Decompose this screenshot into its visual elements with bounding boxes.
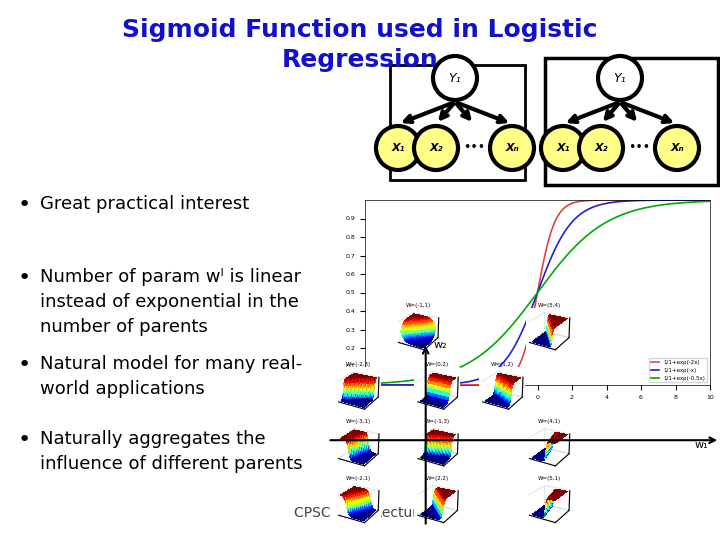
Legend: 1/1+exp(-2x), 1/1+exp(-x), 1/1+exp(-0.5x): 1/1+exp(-2x), 1/1+exp(-x), 1/1+exp(-0.5x… xyxy=(649,359,707,382)
Circle shape xyxy=(655,126,699,170)
1/1+exp(-x) xyxy=(361,382,369,388)
Line: 1/1+exp(-2x): 1/1+exp(-2x) xyxy=(365,200,710,385)
Circle shape xyxy=(490,126,534,170)
1/1+exp(-0.5x) xyxy=(644,204,652,211)
Title: W=(-2,1): W=(-2,1) xyxy=(346,476,371,481)
Text: Y₁: Y₁ xyxy=(613,71,626,84)
Title: W=(5,1): W=(5,1) xyxy=(537,476,561,481)
1/1+exp(-x) xyxy=(525,312,534,319)
Text: •••: ••• xyxy=(628,141,650,154)
Title: W=(1,2): W=(1,2) xyxy=(490,362,514,367)
1/1+exp(-0.5x) xyxy=(698,198,706,205)
Bar xyxy=(390,65,525,180)
Text: Y₁: Y₁ xyxy=(449,71,462,84)
Title: W=(-1,3): W=(-1,3) xyxy=(425,419,450,424)
1/1+exp(-0.5x) xyxy=(566,248,575,255)
1/1+exp(-0.5x) xyxy=(526,298,535,305)
Text: X₂: X₂ xyxy=(429,143,443,153)
1/1+exp(-0.5x) xyxy=(361,381,369,387)
1/1+exp(-2x) xyxy=(547,227,556,233)
Circle shape xyxy=(433,56,477,100)
Title: W=(-1,1): W=(-1,1) xyxy=(405,303,431,308)
Circle shape xyxy=(579,126,623,170)
Text: w₂: w₂ xyxy=(433,340,447,350)
Text: X₁: X₁ xyxy=(557,143,570,153)
Title: W=(2,2): W=(2,2) xyxy=(426,476,449,481)
Circle shape xyxy=(541,126,585,170)
1/1+exp(-x) xyxy=(547,253,556,260)
1/1+exp(-2x) xyxy=(698,197,706,203)
Title: W=(-3,1): W=(-3,1) xyxy=(346,419,371,424)
Text: X₁: X₁ xyxy=(391,143,405,153)
1/1+exp(-2x) xyxy=(525,332,534,339)
Text: CPSC 422,  Lecture: CPSC 422, Lecture xyxy=(294,506,426,520)
Text: Regression: Regression xyxy=(282,48,438,72)
Circle shape xyxy=(598,56,642,100)
Text: •: • xyxy=(18,195,31,215)
Title: W=(4,1): W=(4,1) xyxy=(537,419,561,424)
Title: W=(0,2): W=(0,2) xyxy=(426,362,449,367)
Text: •••: ••• xyxy=(463,141,485,154)
1/1+exp(-0.5x) xyxy=(525,301,534,307)
Title: W=(5,4): W=(5,4) xyxy=(537,303,561,308)
1/1+exp(-0.5x) xyxy=(547,271,556,277)
Line: 1/1+exp(-x): 1/1+exp(-x) xyxy=(365,200,710,385)
Text: Number of param wᴵ is linear
instead of exponential in the
number of parents: Number of param wᴵ is linear instead of … xyxy=(40,268,301,336)
Text: •: • xyxy=(18,430,31,450)
1/1+exp(-2x) xyxy=(706,197,714,203)
1/1+exp(-2x) xyxy=(361,382,369,388)
Text: Xₙ: Xₙ xyxy=(505,143,519,153)
1/1+exp(-2x) xyxy=(526,323,535,329)
1/1+exp(-2x) xyxy=(644,197,652,203)
Text: Sigmoid Function used in Logistic: Sigmoid Function used in Logistic xyxy=(122,18,598,42)
Text: •: • xyxy=(18,355,31,375)
1/1+exp(-0.5x) xyxy=(706,198,714,205)
1/1+exp(-x) xyxy=(706,197,714,203)
1/1+exp(-x) xyxy=(644,197,652,204)
Line: 1/1+exp(-0.5x): 1/1+exp(-0.5x) xyxy=(365,201,710,384)
Text: w₁: w₁ xyxy=(695,440,708,450)
1/1+exp(-x) xyxy=(566,221,575,227)
Text: Xₙ: Xₙ xyxy=(670,143,684,153)
Text: •: • xyxy=(18,268,31,288)
Circle shape xyxy=(376,126,420,170)
Text: Naturally aggregates the
influence of different parents: Naturally aggregates the influence of di… xyxy=(40,430,302,473)
1/1+exp(-x) xyxy=(526,307,535,313)
Circle shape xyxy=(414,126,458,170)
Text: X₂: X₂ xyxy=(594,143,608,153)
Text: Natural model for many real-
world applications: Natural model for many real- world appli… xyxy=(40,355,302,398)
Text: Great practical interest: Great practical interest xyxy=(40,195,249,213)
1/1+exp(-2x) xyxy=(566,201,575,207)
Bar xyxy=(545,58,718,185)
1/1+exp(-x) xyxy=(698,197,706,203)
Title: W=(-2,3): W=(-2,3) xyxy=(346,362,371,367)
